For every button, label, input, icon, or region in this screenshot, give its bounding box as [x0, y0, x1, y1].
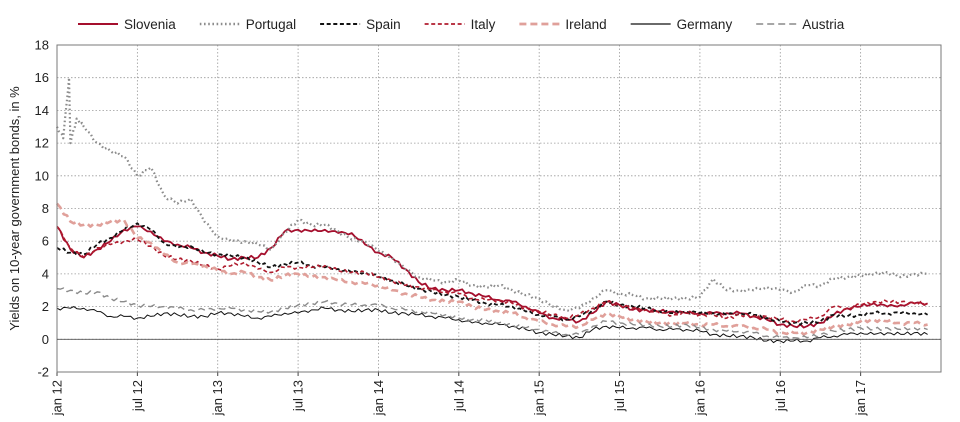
y-tick-label: 10 — [35, 168, 49, 183]
series-line-ireland — [56, 202, 928, 336]
series-line-slovenia — [56, 225, 929, 329]
x-tick-label: jul 14 — [451, 380, 466, 412]
y-tick-label: 18 — [35, 38, 49, 53]
x-tick-label: jan 12 — [50, 380, 65, 416]
legend-label: Germany — [677, 17, 733, 32]
x-tick-label: jan 15 — [532, 380, 547, 416]
series-line-germany — [56, 306, 928, 344]
x-tick-label: jan 14 — [371, 380, 386, 416]
y-tick-label: 14 — [35, 103, 49, 118]
series-line-portugal — [55, 76, 928, 313]
y-tick-label: 8 — [42, 201, 49, 216]
y-tick-label: 0 — [42, 332, 49, 347]
y-tick-label: 16 — [35, 70, 49, 85]
legend-label: Ireland — [565, 17, 606, 32]
x-tick-label: jan 16 — [692, 380, 707, 416]
legend: Slovenia Portugal Spain Italy Ireland Germany… — [78, 17, 845, 32]
legend-label: Austria — [802, 17, 845, 32]
y-tick-label: 2 — [42, 299, 49, 314]
x-tick-label: jul 15 — [612, 380, 627, 412]
legend-label: Italy — [471, 17, 496, 32]
plot-frame — [56, 44, 942, 373]
y-axis-title: Yields on 10-year government bonds, in % — [7, 86, 22, 331]
x-tick-label: jul 12 — [130, 380, 145, 412]
series-lines — [55, 76, 929, 344]
legend-label: Slovenia — [124, 17, 176, 32]
y-tick-label: -2 — [37, 365, 49, 380]
y-tick-label: 6 — [42, 234, 49, 249]
x-tick-label: jan 17 — [853, 380, 868, 416]
legend-label: Spain — [366, 17, 401, 32]
x-tick-label: jul 16 — [773, 380, 788, 412]
y-tick-label: 4 — [42, 266, 49, 281]
series-line-spain — [56, 222, 929, 326]
y-tick-label: 12 — [35, 136, 49, 151]
x-tick-label: jan 13 — [210, 380, 225, 416]
series-line-austria — [56, 287, 928, 341]
x-tick-label: jul 13 — [291, 380, 306, 412]
legend-label: Portugal — [246, 17, 296, 32]
axes: -2 0 2 4 6 8 10 12 14 16 18 jan 12 jul 12 jan 13 jul 1… — [35, 38, 942, 416]
